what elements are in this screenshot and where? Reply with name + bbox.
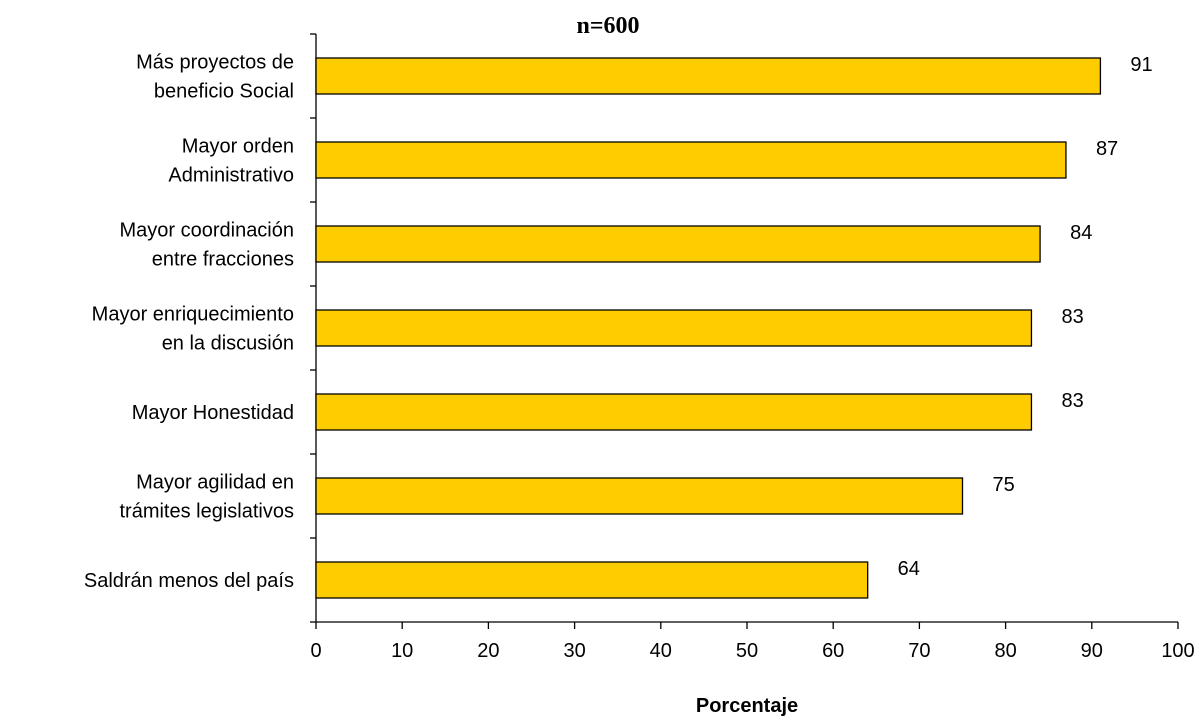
category-label: Mayor orden Administrativo [168,136,294,187]
bar [315,561,869,599]
category-label-line: Mayor coordinación [119,220,294,242]
x-tick-label: 30 [563,640,585,662]
data-label: 83 [1061,306,1083,328]
category-label: Más proyectos de beneficio Social [136,52,294,103]
x-tick-label: 10 [391,640,413,662]
plot-area: 0 10 20 30 40 50 60 70 80 90 100 91 Más proyectos de… [84,33,1195,662]
category-label-line: Mayor agilidad en [136,472,294,494]
bar [315,225,1041,263]
data-label: 87 [1096,138,1118,160]
bar [315,57,1102,95]
category-label: Saldrán menos del país [84,570,294,592]
category-label-line: Más proyectos de [136,52,294,74]
x-axis-title: Porcentaje [696,695,798,717]
data-label: 83 [1061,390,1083,412]
x-tick-label: 70 [908,640,930,662]
bar [315,393,1033,431]
category-label-line: Administrativo [168,165,294,187]
category-label-line: Mayor Honestidad [132,402,294,424]
category-label-line: trámites legislativos [119,501,294,523]
category-label: Mayor agilidad en trámites legislativos [119,472,294,523]
x-tick-label: 50 [736,640,758,662]
category-label: Mayor coordinación entre fracciones [119,220,294,271]
x-tick-label: 60 [822,640,844,662]
x-tick-label: 0 [310,640,321,662]
x-tick-label: 40 [650,640,672,662]
category-label: Mayor Honestidad [132,402,294,424]
category-label-line: entre fracciones [152,249,294,271]
category-label-line: Mayor enriquecimiento [92,304,294,326]
data-label: 64 [898,558,920,580]
category-label-line: beneficio Social [154,81,294,103]
bar [315,141,1067,179]
x-tick-label: 20 [477,640,499,662]
chart-title: n=600 [576,13,639,39]
bar [315,309,1033,347]
bar [315,477,964,515]
x-tick-label: 100 [1161,640,1194,662]
data-label: 75 [993,474,1015,496]
x-tick-label: 80 [994,640,1016,662]
x-tick-label: 90 [1081,640,1103,662]
data-label: 84 [1070,222,1092,244]
category-label-line: en la discusión [162,333,294,355]
category-label-line: Mayor orden [182,136,294,158]
data-label: 91 [1130,54,1152,76]
category-label: Mayor enriquecimiento en la discusión [92,304,294,355]
category-label-line: Saldrán menos del país [84,570,294,592]
